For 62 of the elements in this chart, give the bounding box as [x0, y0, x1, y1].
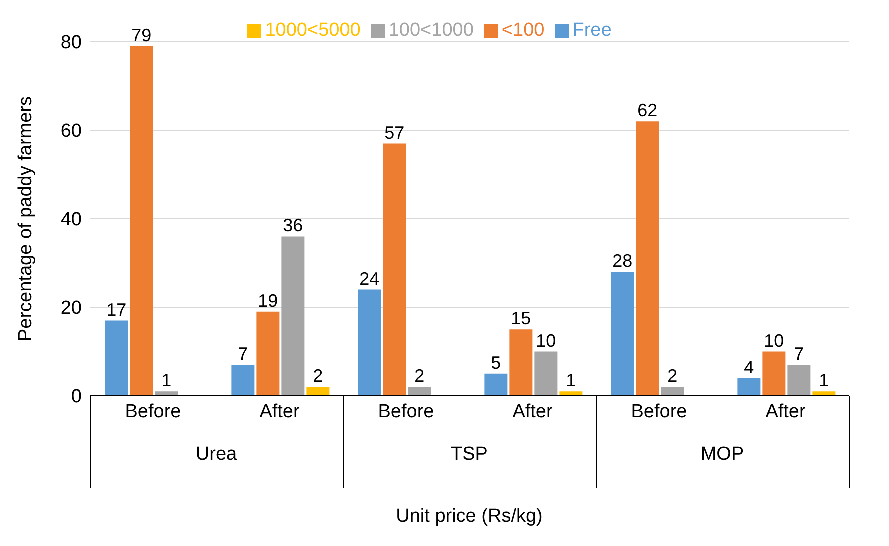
bar: [534, 352, 558, 396]
x-tick-label: Before: [378, 401, 434, 422]
bar: [762, 352, 786, 396]
data-label: 5: [491, 352, 502, 373]
bar: [738, 378, 761, 396]
data-label: 36: [283, 216, 304, 236]
bar: [282, 236, 305, 396]
data-label: 57: [384, 122, 405, 143]
bar: [256, 312, 280, 396]
data-label: 19: [258, 290, 278, 311]
x-tick-label: After: [260, 401, 300, 422]
y-tick-label: 20: [60, 298, 82, 320]
y-axis-title: Percentage of paddy farmers: [16, 96, 37, 342]
bar: [560, 392, 583, 396]
data-label: 2: [414, 366, 425, 386]
text: Urea: [194, 444, 238, 466]
bar: [484, 374, 508, 396]
data-label: 28: [612, 251, 633, 272]
data-label: 7: [794, 344, 804, 364]
data-label: 10: [764, 330, 784, 351]
x-axis-title: Unit price (Rs/kg): [395, 506, 544, 528]
bar: [155, 392, 178, 396]
text: MOP: [700, 444, 746, 466]
legend-label: Free: [572, 20, 612, 41]
data-label: 79: [132, 25, 152, 46]
y-tick-label: 0: [71, 386, 82, 408]
legend-label: 100<1000: [388, 20, 474, 41]
data-label: 2: [313, 366, 324, 386]
bar: [408, 387, 432, 396]
data-label: 24: [360, 268, 380, 289]
bar: [232, 365, 255, 396]
data-label: 1: [566, 370, 576, 391]
data-label: 2: [668, 366, 678, 386]
data-label: 7: [238, 344, 248, 364]
y-tick-label: 40: [60, 210, 82, 231]
bar: [788, 365, 811, 396]
x-tick-label: Before: [125, 401, 182, 422]
bar: [636, 122, 660, 396]
x-tick-label: After: [512, 401, 554, 422]
data-label: 15: [511, 308, 532, 329]
bar: [383, 144, 406, 396]
legend-label: <100: [502, 20, 545, 41]
x-tick-label: Before: [631, 401, 688, 422]
bar: [306, 387, 330, 396]
y-tick-label: 60: [60, 121, 82, 142]
data-label: 1: [819, 370, 830, 391]
data-label: 62: [638, 100, 658, 121]
data-label: 10: [536, 330, 556, 351]
legend-label: 1000<5000: [265, 20, 361, 41]
text: TSP: [450, 444, 489, 466]
bar: [105, 320, 128, 396]
bar: [812, 392, 836, 396]
bar: [661, 387, 684, 396]
y-tick-label: 80: [60, 32, 82, 54]
bar: [358, 290, 382, 396]
bar: [510, 330, 533, 396]
bar: [611, 272, 634, 396]
data-label: 17: [106, 300, 127, 320]
bar: [130, 46, 154, 396]
data-label: 1: [162, 370, 172, 391]
x-tick-label: After: [766, 401, 806, 422]
data-label: 4: [744, 357, 754, 378]
